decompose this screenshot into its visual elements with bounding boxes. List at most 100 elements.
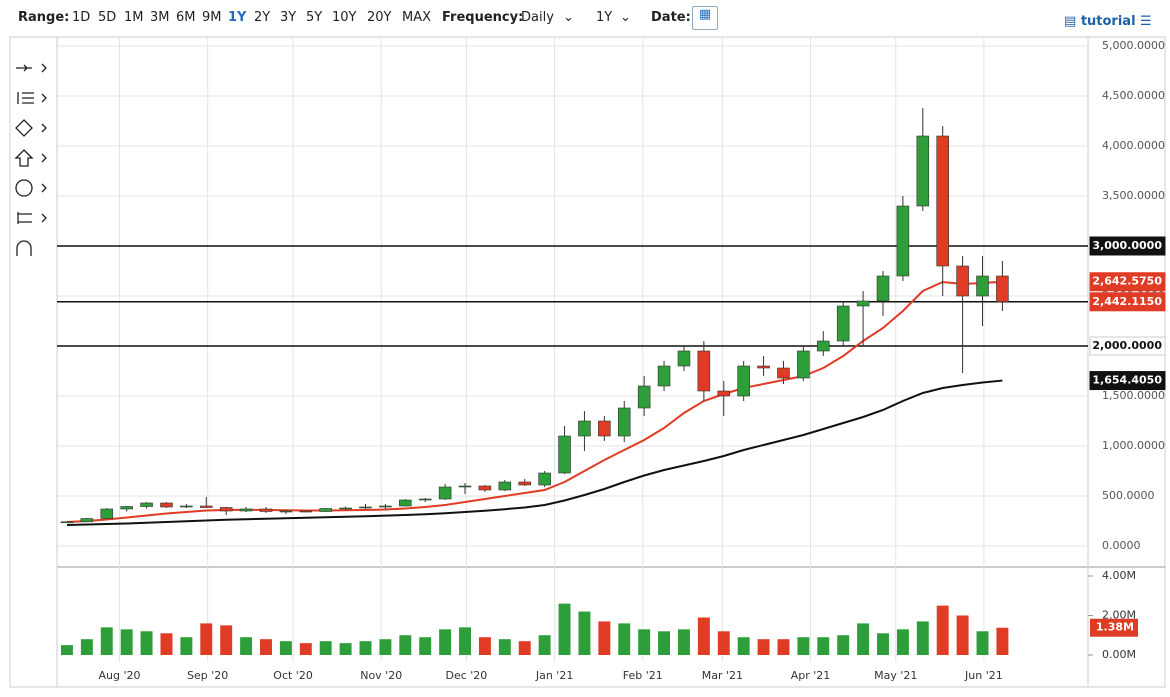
x-tick-label: May '21 (874, 669, 917, 682)
x-tick-label: Nov '20 (360, 669, 402, 682)
range-button[interactable]: 2Y (254, 10, 271, 25)
candle-body (518, 481, 532, 486)
candle-body (458, 485, 472, 488)
candle-body (697, 350, 711, 392)
volume-bar (717, 631, 730, 655)
candle-body (637, 385, 651, 409)
volume-bar (160, 633, 173, 655)
candle-body (797, 350, 810, 379)
candle-body (438, 486, 452, 500)
candle-body (677, 350, 691, 367)
candle-body (916, 135, 930, 207)
volume-bar (319, 641, 332, 655)
volume-tick-label: 2.00M (1102, 609, 1136, 622)
range-button[interactable]: 20Y (367, 10, 392, 25)
price-label-box (1089, 371, 1166, 391)
x-tick-label: Sep '20 (187, 669, 228, 682)
y-tick-label: 4,500.0000 (1102, 89, 1165, 102)
moving-average (66, 379, 1003, 526)
volume-bar (797, 637, 810, 655)
candle-body (219, 507, 233, 512)
candle-body (777, 367, 790, 379)
tutorial-text: tutorial (1080, 14, 1136, 29)
candle-body (856, 300, 870, 307)
candle-body (996, 275, 1009, 303)
volume-label-box (1090, 618, 1138, 637)
volume-bar (439, 629, 452, 655)
range-button[interactable]: 5D (98, 10, 117, 25)
range-button[interactable]: 1D (72, 10, 91, 25)
price-label: 2,442.1150 (1092, 295, 1162, 308)
volume-bar (896, 629, 909, 655)
range-button[interactable]: 1M (124, 10, 144, 25)
candle-body (279, 510, 293, 513)
volume-bar (638, 629, 651, 655)
volume-bar (558, 603, 571, 655)
volume-bar (777, 639, 790, 655)
volume-bar (478, 637, 491, 655)
candle-body (817, 340, 830, 352)
volume-bar (240, 637, 253, 655)
volume-bar (399, 635, 412, 655)
caret: ⌄ (563, 10, 574, 25)
candle-body (558, 435, 571, 474)
volume-bar (618, 623, 631, 655)
candle-body (259, 508, 273, 512)
volume-bar (180, 637, 193, 655)
volume-bar (996, 627, 1009, 655)
candle-body (836, 305, 850, 342)
candle-body (498, 481, 512, 491)
volume-bar (419, 637, 432, 655)
range-button[interactable]: 5Y (306, 10, 323, 25)
volume-bar (857, 623, 870, 655)
candle-body (299, 510, 313, 513)
volume-bar (299, 643, 312, 655)
volume-bar (339, 643, 352, 655)
volume-label: 1.38M (1096, 621, 1134, 634)
candle-body (180, 505, 193, 508)
period-select[interactable]: 1Y (596, 10, 613, 25)
range-button[interactable]: 3Y (280, 10, 297, 25)
volume-bar (976, 631, 989, 655)
price-label-box (1089, 292, 1166, 312)
volume-tick-label: 0.00M (1102, 648, 1136, 661)
drawing-tools (14, 63, 47, 256)
y-tick-label: 5,000.0000 (1102, 39, 1165, 52)
range-button[interactable]: 3M (150, 10, 170, 25)
range-button[interactable]: 9M (202, 10, 222, 25)
y-tick-label: 1,000.0000 (1102, 439, 1165, 452)
range-button[interactable]: 1Y (228, 10, 247, 25)
x-tick-label: Oct '20 (273, 669, 313, 682)
price-label: 2,000.0000 (1092, 339, 1162, 352)
y-tick-label: 500.0000 (1102, 489, 1155, 502)
candle-body (359, 506, 372, 509)
volume-bar (936, 605, 949, 655)
candle-body (717, 390, 731, 397)
volume-bar (956, 615, 969, 655)
y-tick-label: 4,000.0000 (1102, 139, 1165, 152)
volume-bar (598, 621, 611, 655)
calendar-button[interactable]: ▦ (692, 6, 718, 30)
price-label: 3,000.0000 (1092, 239, 1162, 252)
range-button[interactable]: 6M (176, 10, 196, 25)
frequency-label: Frequency: (442, 10, 524, 25)
volume-bar (757, 639, 770, 655)
range-label: Range: (18, 10, 70, 25)
tutorial-link[interactable]: ▤ tutorial ☰ (1064, 14, 1152, 29)
volume-bar (220, 625, 233, 655)
y-tick-label: 0.0000 (1102, 539, 1141, 552)
frequency-select[interactable]: Daily (521, 10, 554, 25)
caret: ⌄ (620, 10, 631, 25)
y-tick-label: 1,500.0000 (1102, 389, 1165, 402)
range-button[interactable]: MAX (402, 10, 432, 25)
candle-body (617, 407, 631, 437)
x-tick-label: Mar '21 (702, 669, 743, 682)
volume-bar (100, 627, 113, 655)
chart-frame (9, 36, 1166, 688)
candle-body (936, 135, 949, 267)
candle-body (339, 507, 352, 510)
range-button[interactable]: 10Y (332, 10, 357, 25)
x-tick-label: Jan '21 (535, 669, 573, 682)
y-tick-label: 3,500.0000 (1102, 189, 1165, 202)
